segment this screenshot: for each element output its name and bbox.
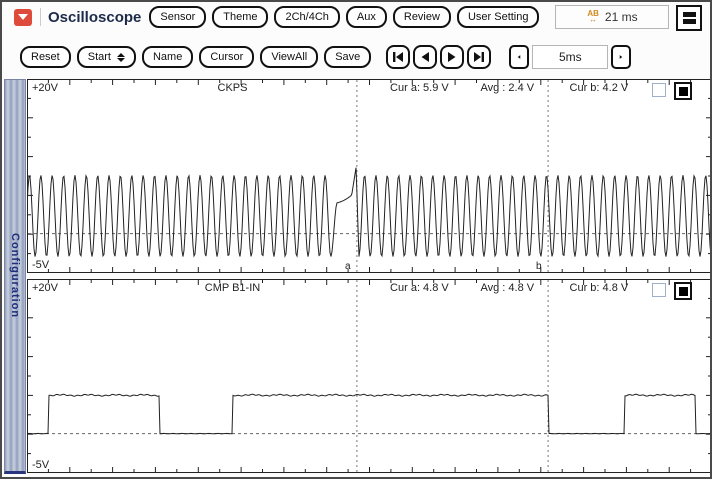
top-toolbar: Oscilloscope Sensor Theme 2Ch/4Ch Aux Re…: [2, 2, 710, 32]
right-arrow-icon: [620, 55, 623, 59]
signal-name-label: CKPS: [217, 82, 248, 94]
toolbar-separator: [40, 8, 41, 26]
step-forward-button[interactable]: [440, 45, 465, 69]
step-back-button[interactable]: [413, 45, 438, 69]
start-spinner-icon: [116, 52, 125, 62]
average-value: Avg : 2.4 V: [480, 82, 535, 94]
skip-to-end-icon: [474, 52, 485, 62]
cursor-a-value: Cur a: 5.9 V: [390, 82, 449, 94]
cursor-delta-display: AB ↔ 21 ms: [555, 5, 670, 29]
nav-toolbar: Reset Start Name Cursor ViewAll Save: [2, 42, 710, 72]
scope-panel-ckps: +20V CKPS Cur a: 5.9 V Avg : 2.4 V Cur b…: [27, 79, 712, 273]
voltage-bottom-label: -5V: [32, 459, 50, 471]
menu-icon[interactable]: [676, 5, 702, 31]
skip-to-start-icon: [393, 52, 404, 62]
signal-name-label: CMP B1-IN: [204, 282, 261, 294]
cursor-a-value: Cur a: 4.8 V: [390, 282, 449, 294]
average-value: Avg : 4.8 V: [480, 282, 535, 294]
cursor-b-tag[interactable]: b: [536, 261, 542, 272]
name-button[interactable]: Name: [141, 46, 194, 68]
step-back-icon: [421, 52, 430, 62]
playback-controls: [386, 45, 492, 69]
step-forward-icon: [448, 52, 456, 62]
aux-button[interactable]: Aux: [345, 6, 387, 28]
cmp-waveform[interactable]: [27, 279, 712, 473]
left-arrow-icon: [518, 55, 521, 59]
sidebar-tab-configuration[interactable]: Configuration: [4, 79, 26, 474]
page-title: Oscilloscope: [48, 8, 142, 26]
cursor-b-value: Cur b: 4.2 V: [569, 82, 629, 94]
skip-to-end-button[interactable]: [467, 45, 492, 69]
user-setting-button[interactable]: User Setting: [456, 6, 540, 28]
timebase-control: 5ms: [509, 45, 632, 69]
timebase-increase-button[interactable]: [611, 45, 632, 69]
app-menu-dropdown-icon[interactable]: [14, 8, 32, 26]
chevron-down-icon: [18, 14, 28, 20]
sidebar-tab-label: Configuration: [9, 232, 21, 319]
channel-active-checkbox[interactable]: [674, 82, 692, 100]
reset-button[interactable]: Reset: [20, 46, 71, 68]
save-button[interactable]: Save: [324, 46, 372, 68]
scope-panel-cmp: +20V CMP B1-IN Cur a: 4.8 V Avg : 4.8 V …: [27, 279, 712, 473]
channel-active-checkbox[interactable]: [674, 282, 692, 300]
voltage-top-label: +20V: [32, 82, 58, 94]
review-button[interactable]: Review: [392, 6, 451, 28]
voltage-top-label: +20V: [32, 282, 58, 294]
timebase-value: 5ms: [532, 45, 609, 69]
channel-visibility-checkbox[interactable]: [652, 283, 666, 297]
voltage-bottom-label: -5V: [32, 259, 50, 271]
theme-button[interactable]: Theme: [212, 6, 269, 28]
cursor-ab-icon: AB ↔: [587, 9, 599, 24]
viewall-button[interactable]: ViewAll: [260, 46, 319, 68]
cursor-button[interactable]: Cursor: [199, 46, 255, 68]
cursor-b-value: Cur b: 4.8 V: [569, 282, 629, 294]
start-button[interactable]: Start: [76, 46, 136, 68]
sensor-button[interactable]: Sensor: [149, 6, 207, 28]
skip-to-start-button[interactable]: [386, 45, 411, 69]
cursor-a-tag[interactable]: a: [345, 261, 351, 272]
channel-mode-button[interactable]: 2Ch/4Ch: [274, 6, 340, 28]
cursor-delta-value: 21 ms: [604, 10, 638, 24]
ckps-waveform[interactable]: [27, 79, 712, 273]
timebase-decrease-button[interactable]: [509, 45, 530, 69]
channel-visibility-checkbox[interactable]: [652, 83, 666, 97]
